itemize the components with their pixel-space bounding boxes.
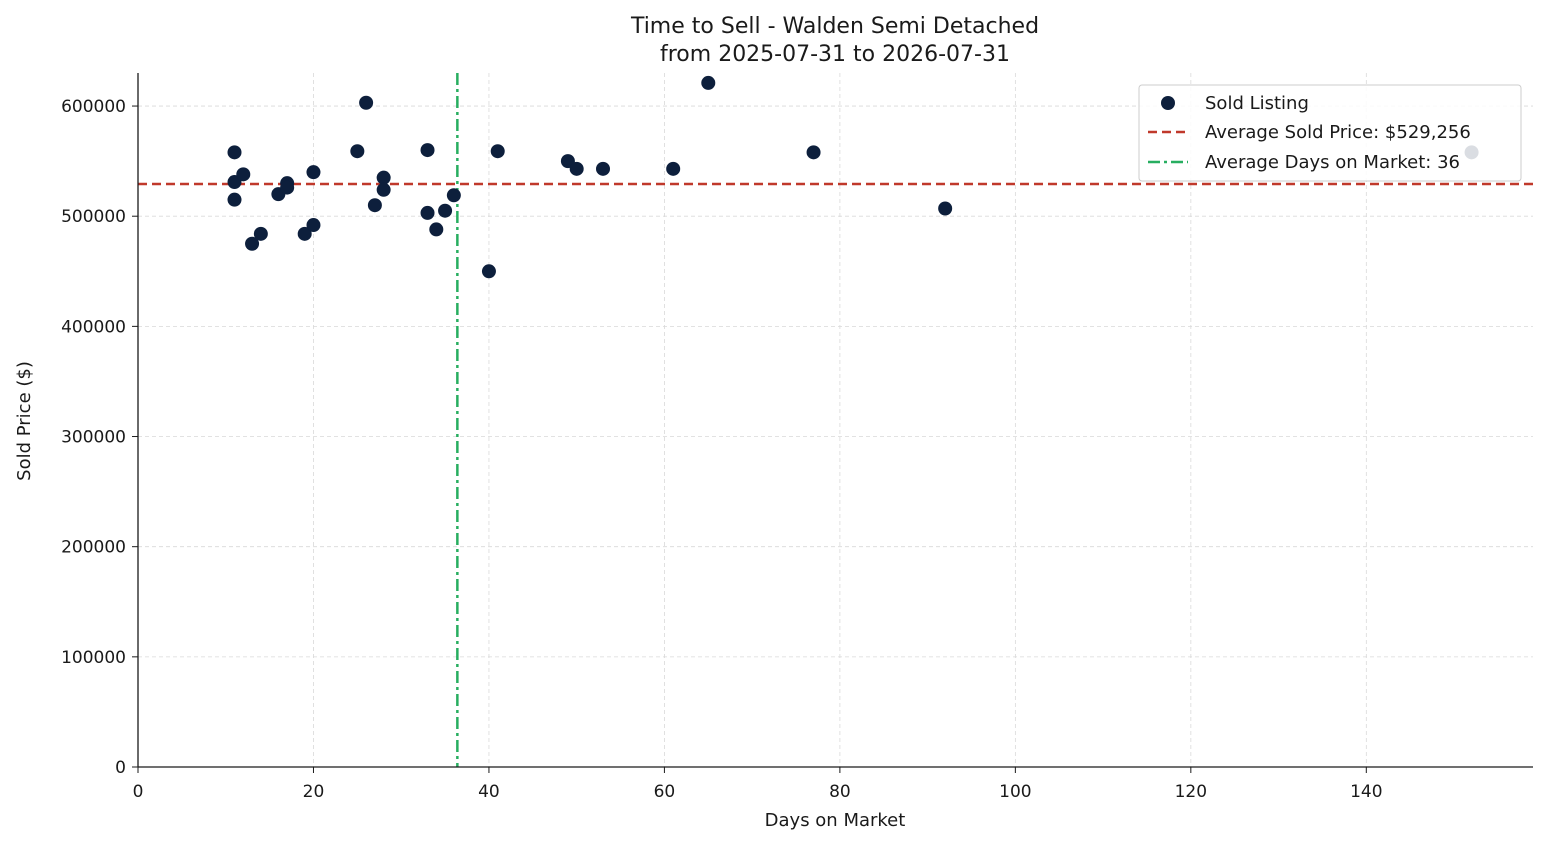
data-point [438, 203, 453, 218]
data-point [367, 198, 382, 213]
legend-label-avg-price: Average Sold Price: $529,256 [1205, 122, 1471, 143]
x-tick-label: 60 [654, 782, 676, 802]
x-tick-label: 140 [1350, 782, 1382, 802]
y-tick-label: 100000 [61, 648, 126, 668]
data-point [306, 165, 321, 180]
x-axis-label: Days on Market [765, 810, 906, 831]
y-tick-label: 300000 [61, 428, 126, 448]
data-point [280, 180, 295, 195]
data-point [490, 144, 505, 159]
legend-label-avg-days: Average Days on Market: 36 [1205, 152, 1460, 173]
data-point [306, 218, 321, 233]
y-tick-label: 500000 [61, 207, 126, 227]
data-point [666, 161, 681, 176]
x-tick-label: 100 [999, 782, 1031, 802]
data-point [481, 264, 496, 279]
y-tick-label: 0 [115, 758, 126, 778]
data-point [227, 145, 242, 160]
y-tick-label: 200000 [61, 538, 126, 558]
x-tick-label: 0 [133, 782, 144, 802]
legend-label-sold-listing: Sold Listing [1205, 93, 1309, 114]
x-tick-label: 80 [829, 782, 851, 802]
scatter-points [227, 75, 1479, 279]
data-point [420, 143, 435, 158]
legend: Sold Listing Average Sold Price: $529,25… [1138, 84, 1522, 182]
data-point [420, 205, 435, 220]
chart-title: Time to Sell - Walden Semi Detached [630, 14, 1039, 39]
legend-box [1138, 84, 1522, 182]
chart-subtitle: from 2025-07-31 to 2026-07-31 [660, 42, 1010, 67]
data-point [376, 170, 391, 185]
y-tick-label: 400000 [61, 317, 126, 337]
y-axis-label: Sold Price ($) [14, 361, 35, 481]
data-point [596, 161, 610, 176]
data-point [350, 144, 365, 159]
data-point [446, 188, 461, 203]
axes [132, 73, 1533, 773]
legend-marker-sold-listing [1161, 96, 1175, 110]
y-tick-label: 600000 [61, 97, 126, 117]
data-point [938, 201, 953, 216]
data-point [701, 75, 716, 90]
data-point [297, 226, 312, 241]
data-point [245, 236, 260, 251]
x-tick-label: 40 [478, 782, 500, 802]
data-point [236, 167, 251, 182]
x-tick-label: 20 [303, 782, 325, 802]
data-point [359, 95, 374, 110]
data-point [429, 222, 444, 237]
tick-labels: 0 20 40 60 80 100 120 140 0 100000 200000 300000 400… [61, 97, 1382, 802]
data-point [376, 182, 391, 197]
x-tick-label: 120 [1175, 782, 1207, 802]
data-point [227, 192, 242, 207]
data-point [806, 145, 821, 160]
data-point [569, 161, 584, 176]
reference-lines [138, 73, 1533, 767]
data-point [253, 226, 268, 241]
